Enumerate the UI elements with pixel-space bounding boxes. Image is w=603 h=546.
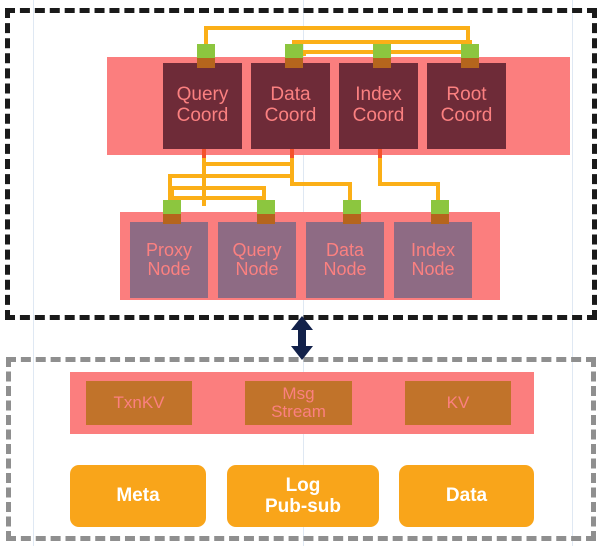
storage-adapter-label: TxnKV bbox=[113, 392, 165, 412]
worker-node-box-data[interactable]: Data Node bbox=[306, 222, 384, 298]
storage-layer-log-pubsub[interactable]: Log Pub-sub bbox=[227, 465, 379, 527]
wire-data-coord-trunk bbox=[290, 158, 294, 186]
wire-rail-4-drop bbox=[170, 186, 174, 206]
coordinator-label: Index Coord bbox=[352, 84, 405, 126]
storage-layer-data[interactable]: Data bbox=[399, 465, 534, 527]
tab-green-icon bbox=[343, 200, 361, 214]
coordinator-box-root[interactable]: Root Coord bbox=[427, 63, 506, 149]
tab-brown-icon bbox=[163, 214, 181, 224]
connector-tab-query-node[interactable] bbox=[257, 200, 275, 224]
tab-brown-icon bbox=[373, 58, 391, 68]
tab-brown-icon bbox=[343, 214, 361, 224]
coordinator-label: Data Coord bbox=[264, 84, 317, 126]
tab-brown-icon bbox=[197, 58, 215, 68]
coordinator-box-index[interactable]: Index Coord bbox=[339, 63, 418, 149]
connector-tab-index-coord[interactable] bbox=[373, 44, 391, 68]
stub-index-coord bbox=[378, 149, 382, 163]
connector-tab-data-coord[interactable] bbox=[285, 44, 303, 68]
storage-section-frame bbox=[6, 357, 596, 541]
wire-data-root-top bbox=[292, 40, 472, 44]
storage-layer-label: Data bbox=[445, 485, 488, 507]
worker-node-box-index[interactable]: Index Node bbox=[394, 222, 472, 298]
connector-tab-proxy-node[interactable] bbox=[163, 200, 181, 224]
wire-rail-3 bbox=[170, 186, 266, 190]
connector-tab-query-coord[interactable] bbox=[197, 44, 215, 68]
wire-rail-4 bbox=[170, 196, 266, 200]
wire-data-node-drop bbox=[348, 182, 352, 206]
worker-node-label: Data Node bbox=[323, 239, 367, 279]
tab-green-icon bbox=[285, 44, 303, 58]
wire-rail-2 bbox=[168, 174, 294, 178]
background-guide-line bbox=[572, 0, 573, 546]
coordinator-box-data[interactable]: Data Coord bbox=[251, 63, 330, 149]
storage-adapter-label: KV bbox=[446, 392, 470, 412]
storage-layer-label: Meta bbox=[116, 485, 160, 507]
connector-tab-root-coord[interactable] bbox=[461, 44, 479, 68]
wire-index-coord-trunk bbox=[378, 158, 382, 184]
storage-layer-label: Log Pub-sub bbox=[265, 474, 341, 517]
coordinator-box-query[interactable]: Query Coord bbox=[163, 63, 242, 149]
storage-adapter-msg-stream[interactable]: Msg Stream bbox=[245, 381, 352, 425]
tab-brown-icon bbox=[257, 214, 275, 224]
wire-index-root-drop bbox=[302, 50, 306, 56]
tab-brown-icon bbox=[285, 58, 303, 68]
tab-green-icon bbox=[163, 200, 181, 214]
tab-green-icon bbox=[431, 200, 449, 214]
tab-green-icon bbox=[197, 44, 215, 58]
wire-index-coord-to-index-node bbox=[378, 182, 440, 186]
connector-tab-data-node[interactable] bbox=[343, 200, 361, 224]
connector-tab-index-node[interactable] bbox=[431, 200, 449, 224]
worker-node-label: Proxy Node bbox=[145, 239, 192, 279]
worker-node-label: Index Node bbox=[410, 239, 456, 279]
wire-query-root-left bbox=[204, 26, 208, 48]
storage-adapter-kv[interactable]: KV bbox=[405, 381, 511, 425]
background-guide-line bbox=[33, 0, 34, 546]
wire-query-coord-trunk bbox=[202, 158, 206, 206]
tab-green-icon bbox=[257, 200, 275, 214]
tab-brown-icon bbox=[431, 214, 449, 224]
wire-query-root-right bbox=[466, 26, 470, 48]
worker-node-box-query[interactable]: Query Node bbox=[218, 222, 296, 298]
tab-brown-icon bbox=[461, 58, 479, 68]
tab-green-icon bbox=[373, 44, 391, 58]
worker-node-box-proxy[interactable]: Proxy Node bbox=[130, 222, 208, 298]
storage-adapter-txnkv[interactable]: TxnKV bbox=[86, 381, 192, 425]
storage-layer-meta[interactable]: Meta bbox=[70, 465, 206, 527]
stub-data-coord bbox=[290, 149, 294, 163]
bidirectional-arrow-icon bbox=[291, 316, 313, 360]
wire-data-coord-to-data-node bbox=[290, 182, 352, 186]
tab-green-icon bbox=[461, 44, 479, 58]
wire-rail-1 bbox=[202, 162, 294, 166]
worker-node-label: Query Node bbox=[232, 239, 282, 279]
wire-query-root-top bbox=[204, 26, 470, 30]
coordinator-label: Root Coord bbox=[440, 84, 493, 126]
coordinator-label: Query Coord bbox=[176, 84, 229, 126]
stub-query-coord bbox=[202, 149, 206, 163]
wire-index-node-drop bbox=[436, 182, 440, 206]
storage-adapter-label: Msg Stream bbox=[271, 383, 326, 421]
